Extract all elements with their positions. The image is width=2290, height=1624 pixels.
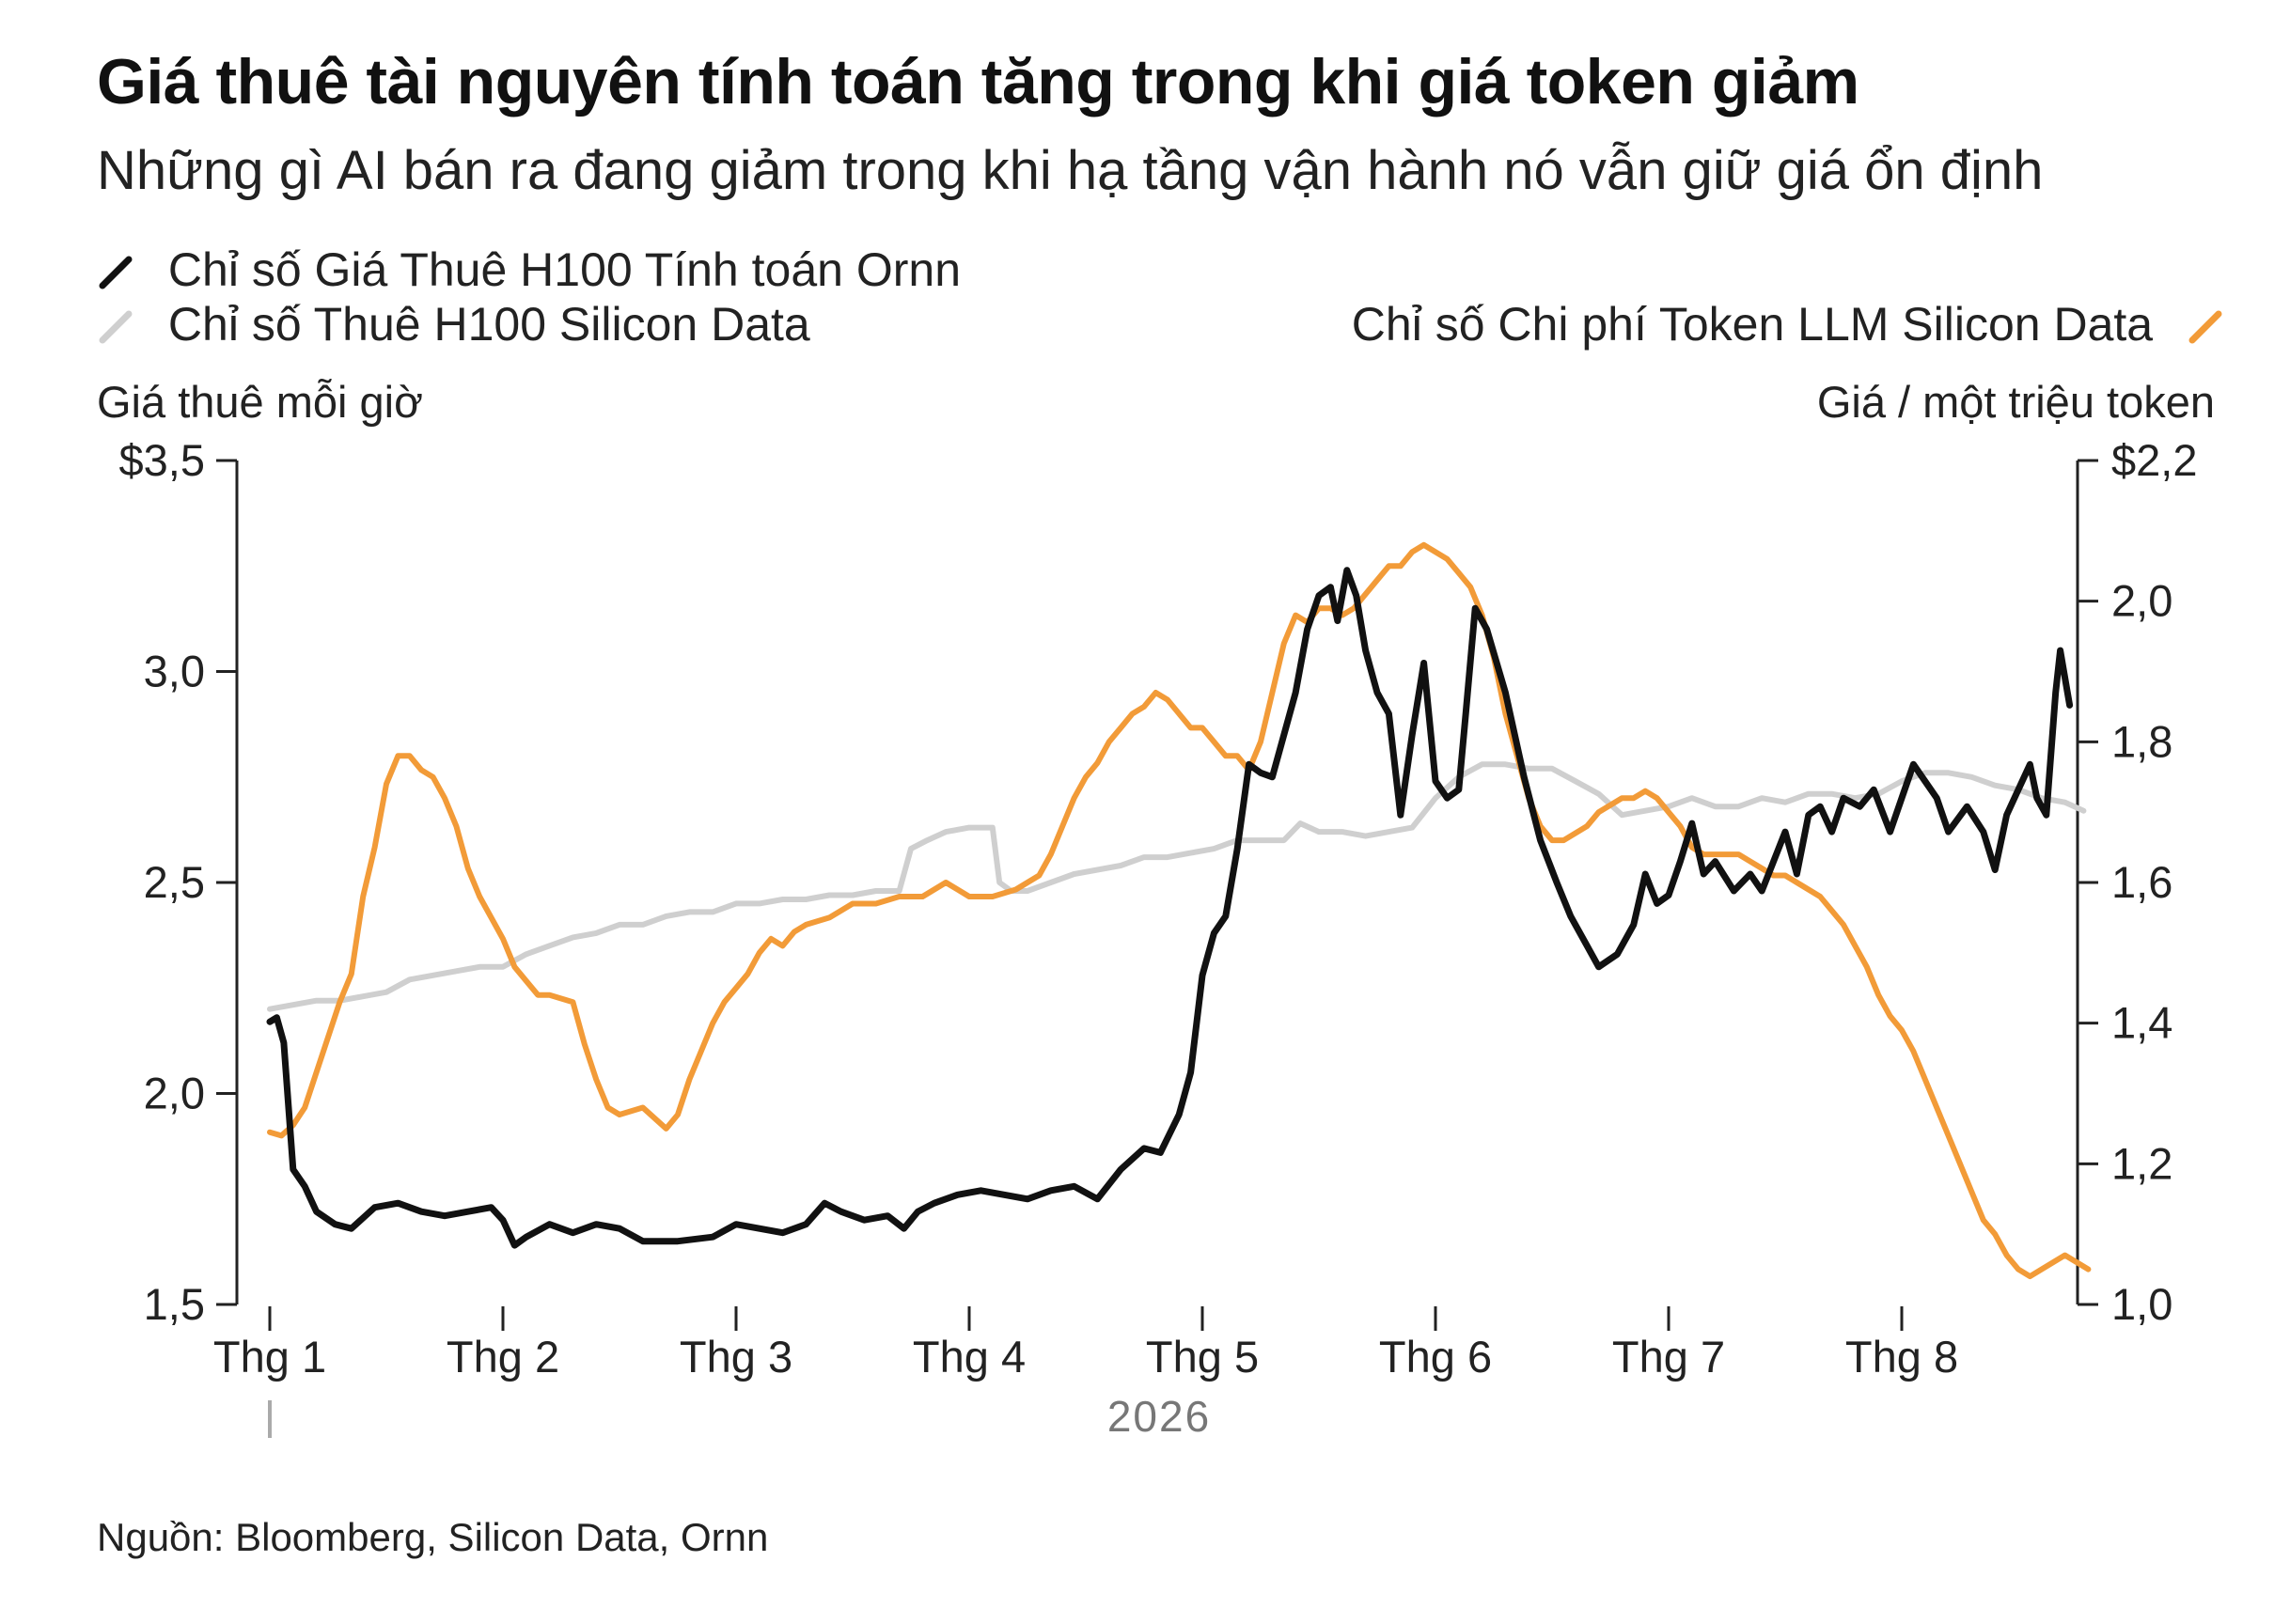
right-axis-tick-label: $2,2 <box>2111 435 2197 485</box>
legend-item-silicon-rental: Chỉ số Thuê H100 Silicon Data <box>97 297 810 351</box>
x-axis-tick-label: Thg 4 <box>913 1332 1026 1382</box>
x-axis-tick-label: Thg 7 <box>1612 1332 1725 1382</box>
series-line-silicon-rental <box>267 761 2087 1012</box>
left-axis-tick-label: 1,5 <box>144 1279 205 1329</box>
chart-subtitle: Những gì AI bán ra đang giảm trong khi h… <box>97 140 2044 201</box>
legend-swatch-silicon-rental <box>99 310 133 344</box>
x-axis-tick-label: Thg 2 <box>447 1332 559 1382</box>
right-axis-tick-label: 1,0 <box>2111 1279 2172 1329</box>
right-axis-title: Giá / một triệu token <box>1816 377 2215 427</box>
year-label: 2026 <box>1107 1392 1211 1441</box>
series-line-token-cost <box>267 541 2092 1280</box>
right-axis-tick-label: 1,8 <box>2111 716 2172 766</box>
right-axis-tick-label: 1,6 <box>2111 857 2172 907</box>
x-axis-tick-label: Thg 8 <box>1845 1332 1958 1382</box>
chart-title: Giá thuê tài nguyên tính toán tăng trong… <box>97 46 1859 117</box>
legend-label-silicon-rental: Chỉ số Thuê H100 Silicon Data <box>167 298 810 351</box>
legend-swatch-token-cost <box>2188 310 2222 344</box>
right-axis-tick-label: 2,0 <box>2111 576 2172 626</box>
x-axis-tick-label: Thg 6 <box>1379 1332 1492 1382</box>
right-axis-tick-label: 1,2 <box>2111 1138 2172 1188</box>
left-axis-tick-label: 2,0 <box>144 1069 205 1118</box>
legend-item-ornn: Chỉ số Giá Thuê H100 Tính toán Ornn <box>97 242 961 297</box>
legend-label-token-cost: Chỉ số Chi phí Token LLM Silicon Data <box>1351 298 2154 351</box>
x-axis-tick-label: Thg 3 <box>680 1332 792 1382</box>
legend-label-ornn: Chỉ số Giá Thuê H100 Tính toán Ornn <box>167 243 961 296</box>
series-line-ornn <box>266 567 2074 1249</box>
legend-swatch-ornn <box>99 256 133 289</box>
left-axis-tick-label: 3,0 <box>144 647 205 696</box>
source-note: Nguồn: Bloomberg, Silicon Data, Ornn <box>97 1515 769 1559</box>
left-axis-tick-label: 2,5 <box>144 857 205 907</box>
left-axis-tick-label: $3,5 <box>119 435 205 485</box>
x-axis-tick-label: Thg 1 <box>213 1332 326 1382</box>
x-axis-tick-label: Thg 5 <box>1146 1332 1259 1382</box>
legend-item-token-cost: Chỉ số Chi phí Token LLM Silicon Data <box>1352 297 2224 351</box>
left-axis-title: Giá thuê mỗi giờ <box>97 377 423 427</box>
right-axis-tick-label: 1,4 <box>2111 998 2172 1048</box>
